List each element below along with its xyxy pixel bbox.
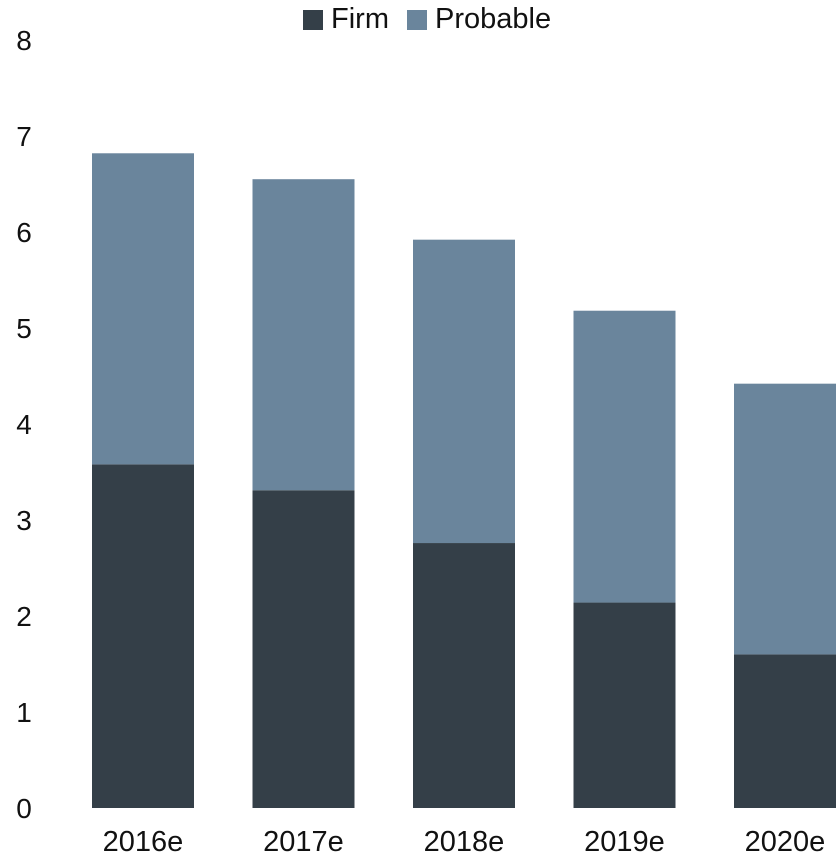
legend-label-probable: Probable <box>434 3 552 35</box>
y-tick-label-4: 4 <box>16 409 32 440</box>
y-tick-label-2: 2 <box>16 601 32 632</box>
legend-swatch-firm <box>303 9 323 30</box>
legend: Firm Probable <box>303 3 569 36</box>
y-tick-label-1: 1 <box>16 697 32 728</box>
x-tick-label-2017e: 2017e <box>263 826 344 858</box>
bar-firm-2020e <box>734 654 836 808</box>
bar-probable-2019e <box>573 310 676 603</box>
legend-item-firm: Firm <box>303 3 389 36</box>
bar-probable-2016e <box>92 153 194 465</box>
bar-probable-2020e <box>734 383 836 655</box>
x-tick-label-2018e: 2018e <box>424 826 505 858</box>
y-tick-label-7: 7 <box>16 121 32 152</box>
bar-probable-2018e <box>413 239 515 544</box>
x-tick-label-2016e: 2016e <box>103 826 184 858</box>
bar-firm-2017e <box>252 490 355 808</box>
y-tick-label-6: 6 <box>16 217 32 248</box>
y-tick-label-0: 0 <box>16 793 32 824</box>
legend-item-probable: Probable <box>406 3 552 36</box>
x-tick-label-2019e: 2019e <box>584 826 665 858</box>
legend-swatch-probable <box>406 9 427 30</box>
bar-firm-2019e <box>573 602 676 808</box>
bar-probable-2017e <box>252 179 355 491</box>
y-tick-label-8: 8 <box>16 25 32 56</box>
legend-label-firm: Firm <box>331 3 389 35</box>
bar-firm-2016e <box>92 464 194 808</box>
bar-firm-2018e <box>413 543 515 808</box>
x-tick-label-2020e: 2020e <box>745 826 826 858</box>
y-tick-label-3: 3 <box>16 505 32 536</box>
y-tick-label-5: 5 <box>16 313 32 344</box>
